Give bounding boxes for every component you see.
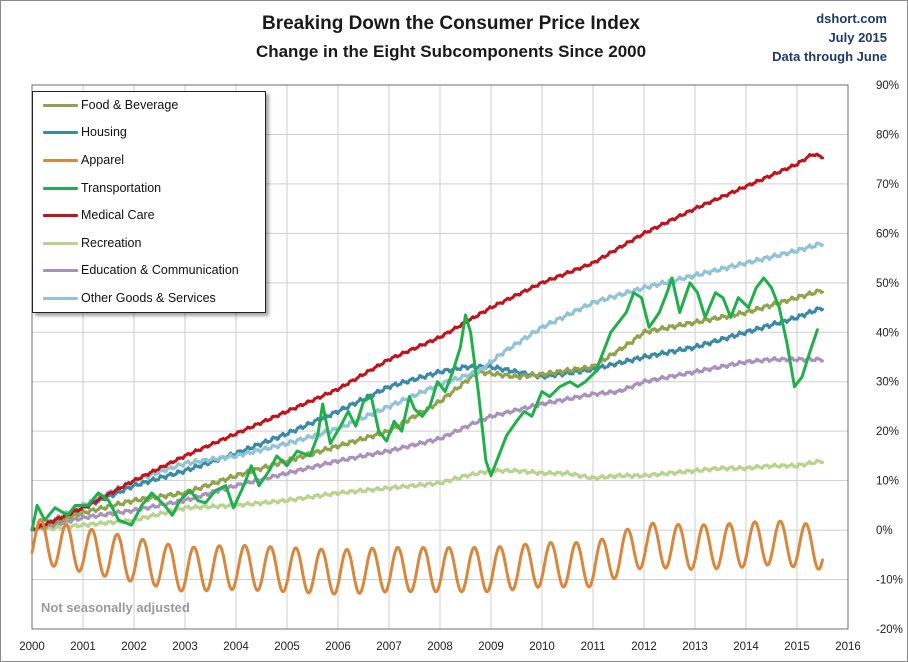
y-tick-label: -20% — [876, 624, 903, 636]
x-tick-label: 2010 — [529, 641, 555, 653]
legend-label: Housing — [81, 125, 127, 139]
x-tick-label: 2003 — [172, 641, 198, 653]
legend-swatch — [43, 103, 78, 107]
y-tick-label: 70% — [876, 179, 899, 191]
x-tick-label: 2012 — [631, 641, 657, 653]
x-tick-label: 2016 — [835, 641, 861, 653]
series-line-housing — [30, 306, 824, 532]
y-tick-label: 90% — [876, 80, 899, 92]
legend-item-medical: Medical Care — [43, 205, 155, 225]
y-tick-label: 50% — [876, 278, 899, 290]
series-line-other-goods-services — [30, 241, 824, 532]
x-tick-label: 2013 — [682, 641, 708, 653]
x-tick-label: 2015 — [784, 641, 810, 653]
x-tick-label: 2000 — [19, 641, 45, 653]
legend: Food & Beverage Housing Apparel Transpor… — [32, 91, 266, 313]
plot-area — [31, 84, 849, 630]
date-label: July 2015 — [828, 30, 887, 45]
x-tick-label: 2008 — [427, 641, 453, 653]
legend-label: Apparel — [81, 153, 125, 167]
x-tick-label: 2005 — [274, 641, 300, 653]
y-tick-label: 40% — [876, 327, 899, 339]
chart-subtitle: Change in the Eight Subcomponents Since … — [255, 42, 647, 61]
y-tick-label: 30% — [876, 377, 899, 389]
x-tick-label: 2004 — [223, 641, 249, 653]
legend-label: Transportation — [81, 181, 162, 195]
legend-item-other: Other Goods & Services — [43, 288, 216, 308]
y-tick-label: 10% — [876, 476, 899, 488]
x-tick-label: 2001 — [70, 641, 96, 653]
legend-label: Medical Care — [81, 208, 155, 222]
x-tick-label: 2014 — [733, 641, 759, 653]
x-tick-label: 2006 — [325, 641, 351, 653]
series-line-transportation — [30, 276, 819, 532]
source-label: dshort.com — [816, 11, 887, 26]
x-tick-label: 2002 — [121, 641, 147, 653]
legend-label: Education & Communication — [81, 263, 239, 277]
y-tick-label: 60% — [876, 228, 899, 240]
series-line-education-communication — [30, 356, 824, 533]
y-tick-label: 0% — [876, 525, 893, 537]
chart-title: Breaking Down the Consumer Price Index — [262, 13, 640, 34]
series-line-medical-care — [30, 152, 824, 532]
legend-item-transportation: Transportation — [43, 178, 161, 198]
legend-label: Other Goods & Services — [81, 291, 216, 305]
seasonal-note: Not seasonally adjusted — [41, 600, 190, 615]
x-tick-label: 2009 — [478, 641, 504, 653]
y-tick-label: 20% — [876, 426, 899, 438]
legend-label: Food & Beverage — [81, 98, 179, 112]
legend-swatch — [43, 186, 78, 190]
legend-item-housing: Housing — [43, 122, 127, 142]
series-line-recreation — [30, 458, 824, 533]
legend-swatch — [43, 213, 78, 217]
legend-swatch — [43, 241, 78, 245]
x-tick-label: 2011 — [581, 641, 606, 653]
x-tick-label: 2007 — [376, 641, 402, 653]
legend-swatch — [43, 296, 78, 300]
y-tick-label: -10% — [876, 575, 903, 587]
legend-label: Recreation — [81, 236, 142, 250]
legend-item-recreation: Recreation — [43, 233, 141, 253]
legend-swatch — [43, 158, 78, 162]
data-through-label: Data through June — [772, 49, 887, 64]
legend-swatch — [43, 130, 78, 134]
legend-item-apparel: Apparel — [43, 150, 124, 170]
series-line-apparel — [30, 517, 824, 596]
legend-item-education: Education & Communication — [43, 260, 239, 280]
y-tick-label: 80% — [876, 129, 899, 141]
legend-swatch — [43, 268, 78, 272]
legend-item-food: Food & Beverage — [43, 95, 178, 115]
